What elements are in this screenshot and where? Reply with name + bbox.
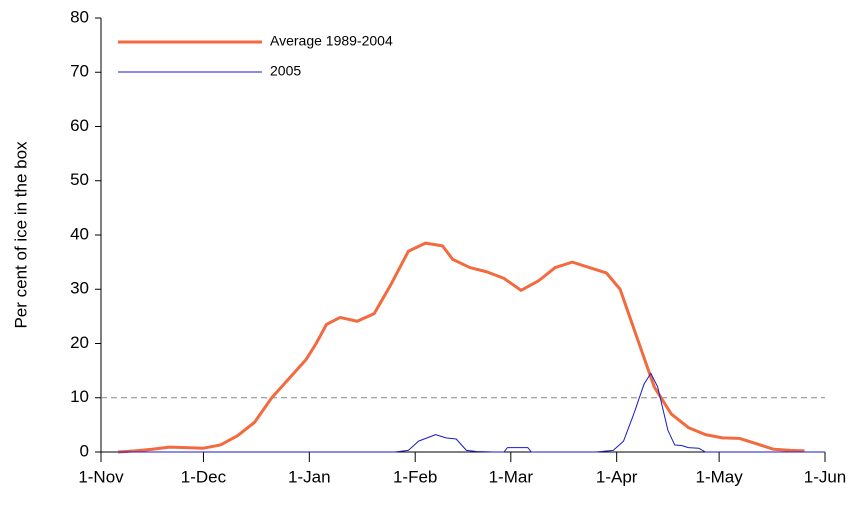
y-tick-label: 70 [70, 62, 89, 81]
series-line [118, 372, 825, 453]
x-tick-label: 1-Feb [393, 467, 437, 486]
y-tick-label: 40 [70, 224, 89, 243]
y-tick-label: 80 [70, 7, 89, 26]
y-tick-label: 20 [70, 333, 89, 352]
legend-label: Average 1989-2004 [270, 33, 393, 49]
series-line [117, 241, 805, 454]
x-tick-label: 1-Dec [181, 467, 227, 486]
y-tick-label: 0 [80, 441, 89, 460]
y-tick-label: 60 [70, 116, 89, 135]
x-tick-label: 1-May [696, 467, 744, 486]
x-tick-label: 1-Apr [596, 467, 638, 486]
y-tick-label: 10 [70, 387, 89, 406]
y-tick-label: 30 [70, 279, 89, 298]
y-tick-label: 50 [70, 170, 89, 189]
legend-label: 2005 [270, 63, 301, 79]
x-tick-label: 1-Jan [288, 467, 331, 486]
y-axis-label: Per cent of ice in the box [11, 141, 30, 329]
x-tick-label: 1-Nov [78, 467, 124, 486]
x-tick-label: 1-Mar [489, 467, 534, 486]
x-tick-label: 1-Jun [804, 467, 847, 486]
